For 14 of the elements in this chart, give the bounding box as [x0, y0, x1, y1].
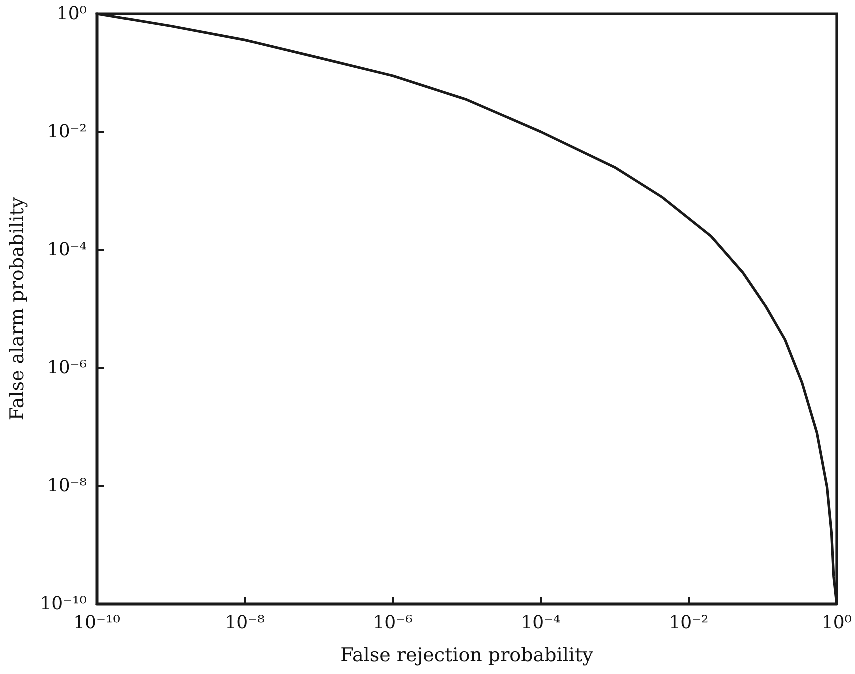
y-tick-label: 10⁻⁸ [47, 476, 87, 496]
y-axis-title: False alarm probability [6, 197, 28, 421]
y-tick-label: 10⁰ [56, 4, 87, 24]
x-tick-label: 10⁻⁸ [225, 612, 265, 634]
x-tick-label: 10⁻⁴ [521, 612, 561, 634]
x-tick-label: 10⁻² [669, 612, 709, 634]
x-tick-label: 10⁻⁶ [373, 612, 413, 634]
x-tick-label: 10⁻¹⁰ [74, 612, 120, 634]
y-tick-label: 10⁻⁶ [47, 358, 87, 378]
y-tick-label: 10⁻² [47, 122, 87, 142]
y-tick-label: 10⁻¹⁰ [40, 594, 87, 614]
y-tick-label: 10⁻⁴ [47, 240, 87, 260]
x-tick-label: 10⁰ [822, 612, 852, 634]
x-axis-title: False rejection probability [340, 644, 594, 666]
